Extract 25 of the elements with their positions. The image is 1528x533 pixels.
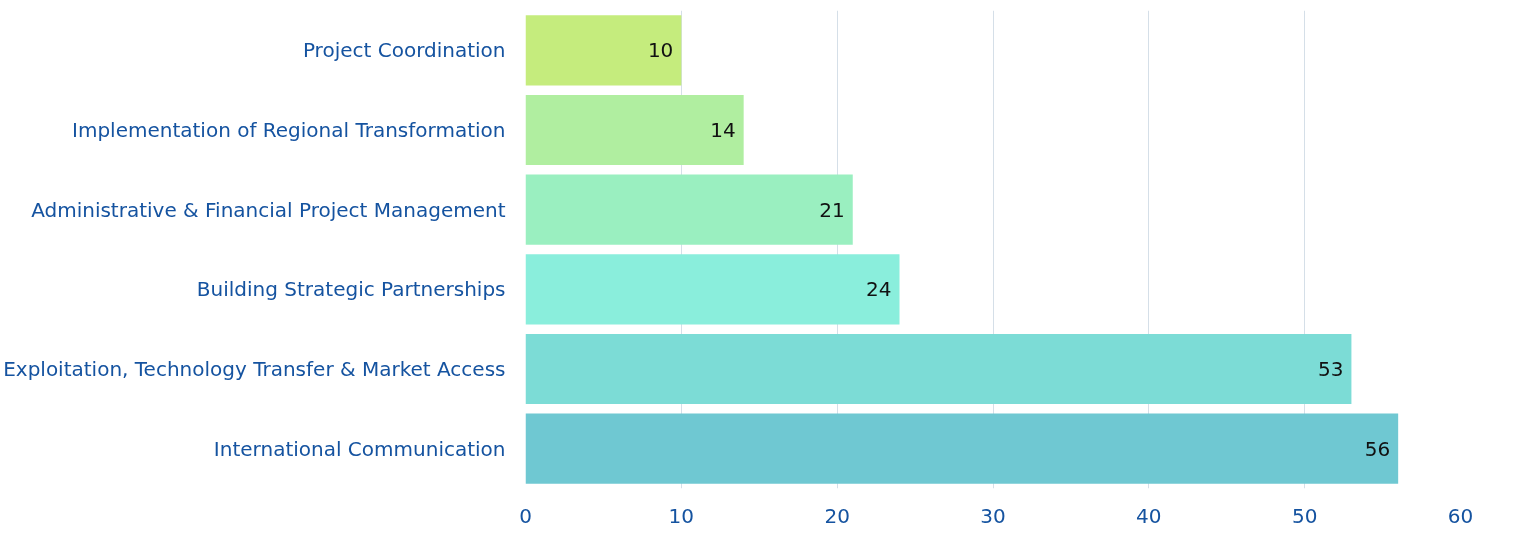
bar [525, 15, 682, 86]
y-tick-label: International Communication [213, 436, 506, 461]
x-tick-label: 10 [668, 503, 695, 528]
bar [525, 413, 1399, 484]
y-tick-label: Administrative & Financial Project Management [31, 197, 506, 222]
bar [525, 254, 900, 325]
bar [525, 94, 744, 166]
data-label: 21 [819, 197, 845, 222]
y-tick-label: Exploitation, Technology Transfer & Market Access [3, 357, 506, 381]
data-label: 24 [866, 277, 892, 302]
x-tick-label: 20 [824, 503, 850, 528]
data-label: 53 [1317, 357, 1344, 381]
y-tick-label: Implementation of Regional Transformation [72, 118, 506, 142]
x-tick-label: 50 [1291, 503, 1318, 528]
x-tick-label: 30 [980, 503, 1006, 528]
bar [525, 333, 1352, 405]
y-tick-label: Project Coordination [302, 38, 506, 63]
bar [525, 174, 853, 245]
y-tick-label: Building Strategic Partnerships [196, 277, 506, 302]
data-label: 14 [710, 118, 736, 142]
x-tick-label: 0 [519, 503, 532, 528]
x-tick-label: 60 [1447, 503, 1474, 528]
data-label: 56 [1364, 436, 1391, 461]
data-label: 10 [647, 38, 674, 63]
x-tick-label: 40 [1136, 503, 1162, 528]
